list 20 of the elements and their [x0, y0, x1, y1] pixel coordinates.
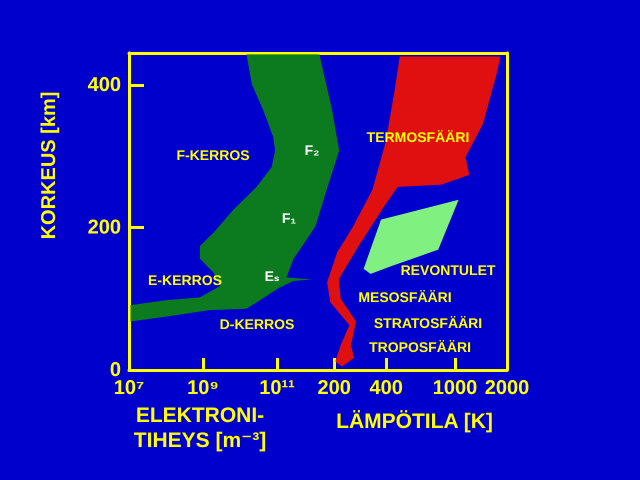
- x-tick-label: 200: [318, 377, 351, 399]
- y-axis-title: KORKEUS [km]: [38, 92, 60, 240]
- x-tick-label: 400: [370, 377, 403, 399]
- x-axis-title: LÄMPÖTILA [K]: [336, 410, 493, 433]
- x-tick-label: 2000: [484, 377, 530, 399]
- annotation: REVONTULET: [400, 262, 496, 278]
- y-tick-label: 400: [88, 74, 121, 96]
- annotation: D-KERROS: [220, 316, 294, 332]
- x-tick-label: 10¹¹: [259, 377, 296, 399]
- annotation: TROPOSFÄÄRI: [369, 339, 471, 355]
- annotation: STRATOSFÄÄRI: [374, 315, 482, 331]
- annotation: F₁: [282, 210, 296, 226]
- annotation: F₂: [304, 142, 320, 158]
- x-tick-label: 10⁹: [187, 377, 219, 399]
- y-tick-label: 200: [88, 216, 121, 239]
- annotation: MESOSFÄÄRI: [358, 289, 452, 305]
- annotation: F-KERROS: [176, 147, 250, 163]
- annotation: Eₛ: [264, 268, 280, 284]
- x-tick-label: 1000: [432, 377, 478, 399]
- x-axis-title: ELEKTRONI- TIHEYS [m⁻³]: [134, 404, 266, 452]
